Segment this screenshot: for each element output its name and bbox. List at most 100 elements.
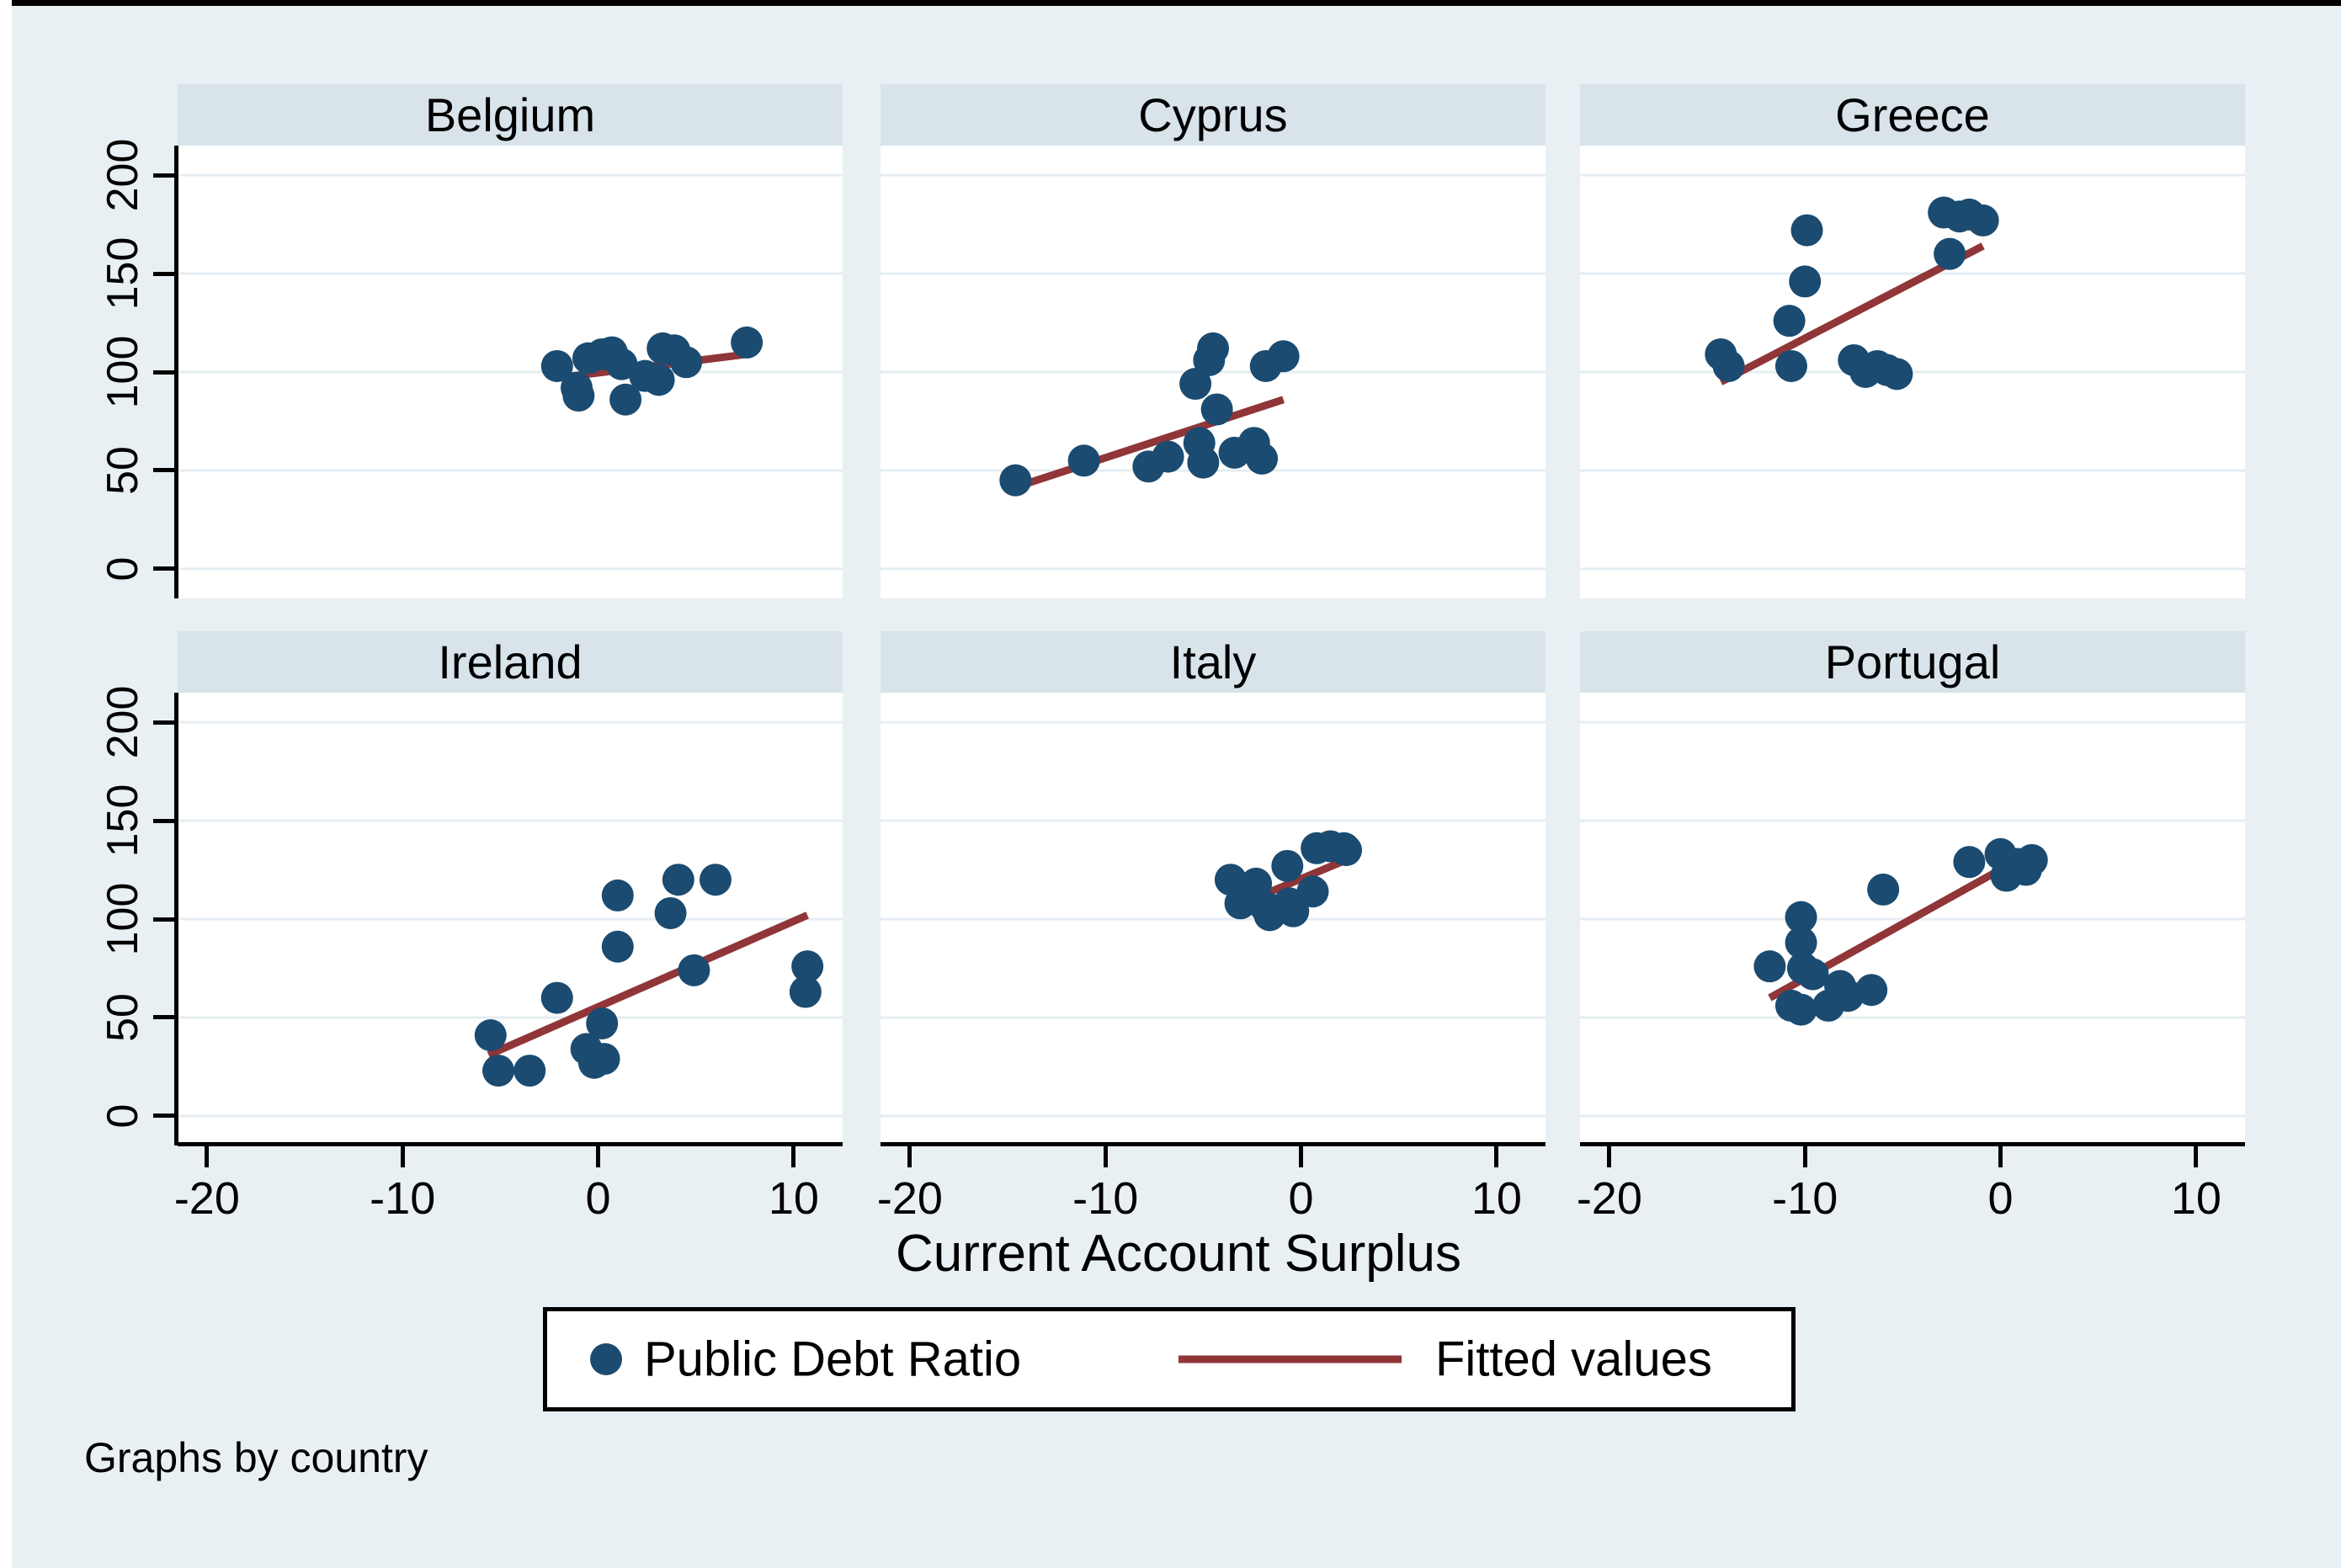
scatter-point xyxy=(999,464,1032,497)
y-tick-label: 150 xyxy=(98,784,147,858)
left-margin xyxy=(0,0,12,1568)
scatter-point xyxy=(1785,927,1817,959)
x-tick xyxy=(1998,1146,2003,1167)
x-axis-line xyxy=(1580,1142,2245,1146)
legend-box: Public Debt Ratio Fitted values xyxy=(543,1307,1796,1411)
x-tick xyxy=(1299,1146,1304,1167)
panel-title: Cyprus xyxy=(881,84,1546,146)
y-tick xyxy=(153,173,174,178)
scatter-point xyxy=(1785,993,1817,1026)
y-tick-label: 200 xyxy=(98,685,147,759)
scatter-plot-portugal xyxy=(1580,693,2245,1145)
scatter-point xyxy=(601,930,634,963)
y-tick xyxy=(153,720,174,725)
panel-italy: Italy xyxy=(881,631,1546,1145)
scatter-point xyxy=(1789,265,1822,298)
scatter-point xyxy=(1934,237,1966,270)
scatter-point xyxy=(1200,393,1233,426)
scatter-point xyxy=(1966,204,1999,237)
scatter-point xyxy=(1867,873,1900,906)
y-tick xyxy=(153,1015,174,1020)
panel-greece: Greece xyxy=(1580,84,2245,598)
y-tick-label: 0 xyxy=(98,556,147,582)
scatter-point xyxy=(731,326,763,359)
scatter-plot-belgium xyxy=(178,146,843,598)
scatter-point xyxy=(540,981,573,1014)
scatter-point xyxy=(1277,895,1310,928)
scatter-point xyxy=(1271,849,1304,882)
scatter-point xyxy=(1753,950,1786,983)
x-axis-line xyxy=(178,1142,843,1146)
x-tick xyxy=(1607,1146,1612,1167)
x-tick-label: -10 xyxy=(1772,1173,1838,1224)
panel-title: Greece xyxy=(1580,84,2245,146)
scatter-point xyxy=(1330,834,1362,867)
scatter-point xyxy=(662,864,694,896)
scatter-point xyxy=(1774,349,1807,382)
scatter-point xyxy=(474,1019,507,1052)
scatter-plot-ireland xyxy=(178,693,843,1145)
y-tick xyxy=(153,818,174,823)
panel-title: Ireland xyxy=(178,631,843,693)
figure-caption: Graphs by country xyxy=(84,1434,428,1481)
scatter-point xyxy=(1790,214,1823,247)
scatter-point xyxy=(678,954,710,986)
y-tick xyxy=(153,369,174,375)
scatter-point xyxy=(1197,332,1229,364)
scatter-point xyxy=(1187,446,1220,479)
scatter-point xyxy=(2015,843,2048,876)
x-tick-label: 0 xyxy=(585,1173,611,1224)
panel-ireland: Ireland xyxy=(178,631,843,1145)
scatter-point xyxy=(562,380,595,412)
legend-line-sample-icon xyxy=(1178,1355,1402,1363)
x-tick xyxy=(1494,1146,1499,1167)
scatter-point xyxy=(1773,305,1806,338)
x-tick-label: 10 xyxy=(1471,1173,1522,1224)
legend-marker-label: Public Debt Ratio xyxy=(644,1331,1022,1387)
scatter-point xyxy=(670,346,703,379)
x-tick xyxy=(1802,1146,1807,1167)
x-tick-label: 0 xyxy=(1288,1173,1314,1224)
y-tick-label: 100 xyxy=(98,882,147,956)
y-tick xyxy=(153,917,174,922)
panel-belgium: Belgium xyxy=(178,84,843,598)
scatter-point xyxy=(642,364,675,396)
x-tick-label: -20 xyxy=(1576,1173,1642,1224)
scatter-point xyxy=(791,950,824,983)
y-tick xyxy=(153,271,174,276)
scatter-point xyxy=(601,879,634,912)
y-tick-label: 100 xyxy=(98,335,147,409)
y-tick-label: 0 xyxy=(98,1103,147,1129)
fitted-line xyxy=(487,912,809,1059)
legend-line-label: Fitted values xyxy=(1435,1331,1712,1387)
panel-title: Portugal xyxy=(1580,631,2245,693)
y-tick xyxy=(153,1114,174,1119)
scatter-point xyxy=(1296,875,1329,908)
fitted-line xyxy=(1014,396,1285,492)
x-tick-label: -10 xyxy=(1072,1173,1139,1224)
panel-title: Italy xyxy=(881,631,1546,693)
y-tick-label: 150 xyxy=(98,237,147,311)
x-tick xyxy=(907,1146,912,1167)
scatter-point xyxy=(1712,349,1745,382)
y-axis-line xyxy=(174,693,178,1145)
scatter-point xyxy=(1785,901,1817,933)
y-axis-line xyxy=(174,146,178,598)
legend-marker-dot-icon xyxy=(590,1343,622,1375)
x-tick-label: 10 xyxy=(2170,1173,2221,1224)
scatter-point xyxy=(609,383,642,416)
x-tick xyxy=(1103,1146,1108,1167)
x-tick xyxy=(400,1146,405,1167)
x-tick-label: 0 xyxy=(1987,1173,2014,1224)
scatter-point xyxy=(513,1055,546,1087)
fitted-line xyxy=(1719,242,1985,385)
scatter-point xyxy=(1246,442,1279,475)
x-tick-label: -20 xyxy=(173,1173,240,1224)
scatter-point xyxy=(654,896,687,929)
scatter-plot-italy xyxy=(881,693,1546,1145)
x-tick-label: 10 xyxy=(768,1173,819,1224)
x-tick-label: -20 xyxy=(876,1173,943,1224)
scatter-point xyxy=(1067,444,1100,477)
scatter-point xyxy=(1953,846,1986,879)
